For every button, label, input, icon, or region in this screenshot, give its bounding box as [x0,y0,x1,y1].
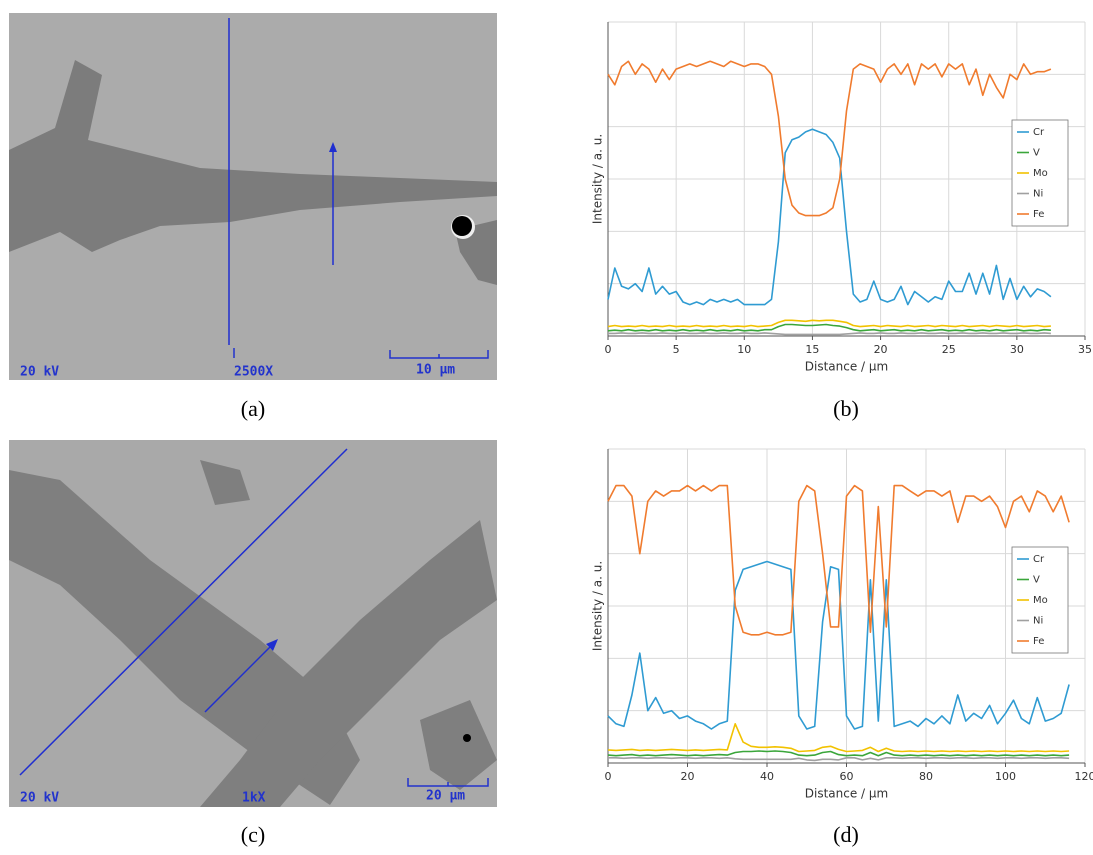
legend-label: V [1033,575,1040,586]
sem-label: 20 µm [426,789,465,804]
sem-label: 1kX [242,791,266,806]
legend-label: Fe [1033,636,1044,647]
caption: (b) [833,396,859,421]
series-line [607,750,1070,757]
series-line [607,319,1051,328]
legend-label: Ni [1033,189,1043,200]
series-line [607,128,1052,306]
x-tick-label: 60 [840,770,854,783]
sem-image-c: 20 kV 1kX 20 µm [9,440,497,807]
legend-label: Cr [1033,127,1045,138]
x-tick-label: 5 [673,343,680,356]
legend-label: Mo [1033,168,1048,179]
series-line [607,484,1070,636]
x-tick-label: 40 [760,770,774,783]
x-tick-label: 10 [737,343,751,356]
sem-label: 10 µm [416,363,455,378]
x-tick-label: 100 [995,770,1016,783]
sem-label: 20 kV [20,365,59,380]
series-line [608,757,1070,762]
caption: (c) [241,822,265,847]
x-tick-label: 20 [874,343,888,356]
x-tick-label: 20 [681,770,695,783]
x-tick-label: 0 [605,770,612,783]
series-line [608,332,1051,336]
y-axis-label: Intensity / a. u. [591,561,605,651]
x-tick-label: 0 [605,343,612,356]
x-tick-label: 35 [1078,343,1092,356]
x-tick-label: 25 [942,343,956,356]
x-axis-label: Distance / µm [805,360,888,374]
y-axis-label: Intensity / a. u. [591,134,605,224]
sem-image-a: 20 kV 2500X 10 µm [9,13,497,380]
sem-label: 20 kV [20,791,59,806]
series-line [607,723,1070,753]
x-axis-label: Distance / µm [805,787,888,801]
legend-label: Fe [1033,209,1044,220]
series-line [607,323,1051,332]
x-tick-label: 120 [1075,770,1093,783]
x-tick-label: 80 [919,770,933,783]
series-line [607,560,1070,730]
legend-label: Mo [1033,595,1048,606]
caption: (d) [833,822,859,847]
legend-label: Ni [1033,616,1043,627]
sem-label: 2500X [234,365,273,380]
caption: (a) [241,396,265,421]
legend-label: V [1033,148,1040,159]
x-tick-label: 15 [805,343,819,356]
series-line [607,60,1052,217]
legend-label: Cr [1033,554,1045,565]
x-tick-label: 30 [1010,343,1024,356]
